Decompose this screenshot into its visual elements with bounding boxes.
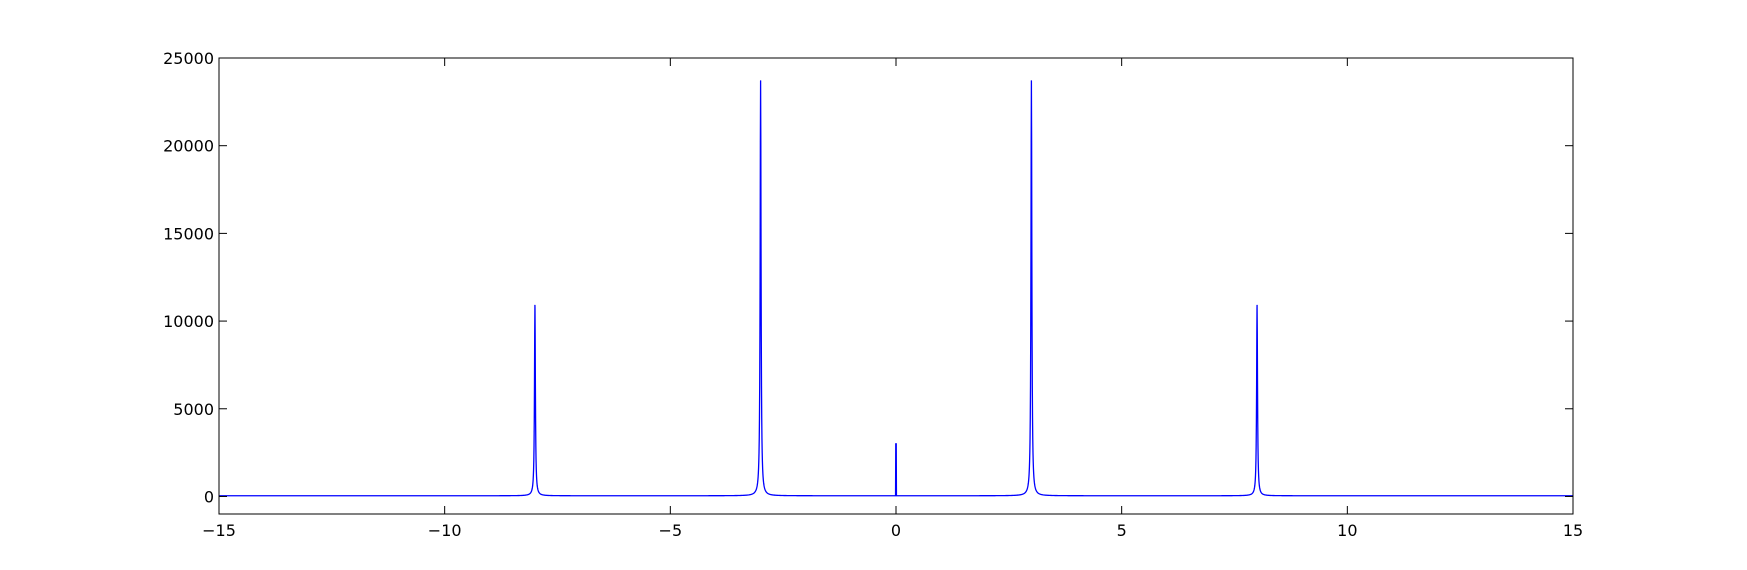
- x-tick-label: −5: [659, 521, 683, 540]
- y-tick-label: 5000: [173, 400, 214, 419]
- x-tick-label: 10: [1337, 521, 1357, 540]
- x-tick-label: 15: [1563, 521, 1583, 540]
- y-tick-labels: 0 5000 10000 15000 20000 25000: [163, 49, 214, 506]
- plot-area: [219, 80, 1573, 497]
- y-tick-label: 20000: [163, 137, 214, 156]
- peak-point-3: [1030, 80, 1032, 82]
- peak-point-4: [1256, 304, 1258, 306]
- x-tick-label: 5: [1117, 521, 1127, 540]
- y-tick-label: 15000: [163, 224, 214, 243]
- peak-point-2: [895, 443, 897, 445]
- x-tick-labels: −15 −10 −5 0 5 10 15: [202, 521, 1583, 540]
- peak-point-1: [760, 80, 762, 82]
- y-tick-label: 10000: [163, 312, 214, 331]
- axes-frame: [218, 57, 1574, 515]
- peak-point-0: [534, 304, 536, 306]
- x-tick-label: −10: [428, 521, 462, 540]
- y-tick-label: 0: [204, 487, 214, 506]
- y-tick-label: 25000: [163, 49, 214, 68]
- x-tick-label: 0: [891, 521, 901, 540]
- x-tick-label: −15: [202, 521, 236, 540]
